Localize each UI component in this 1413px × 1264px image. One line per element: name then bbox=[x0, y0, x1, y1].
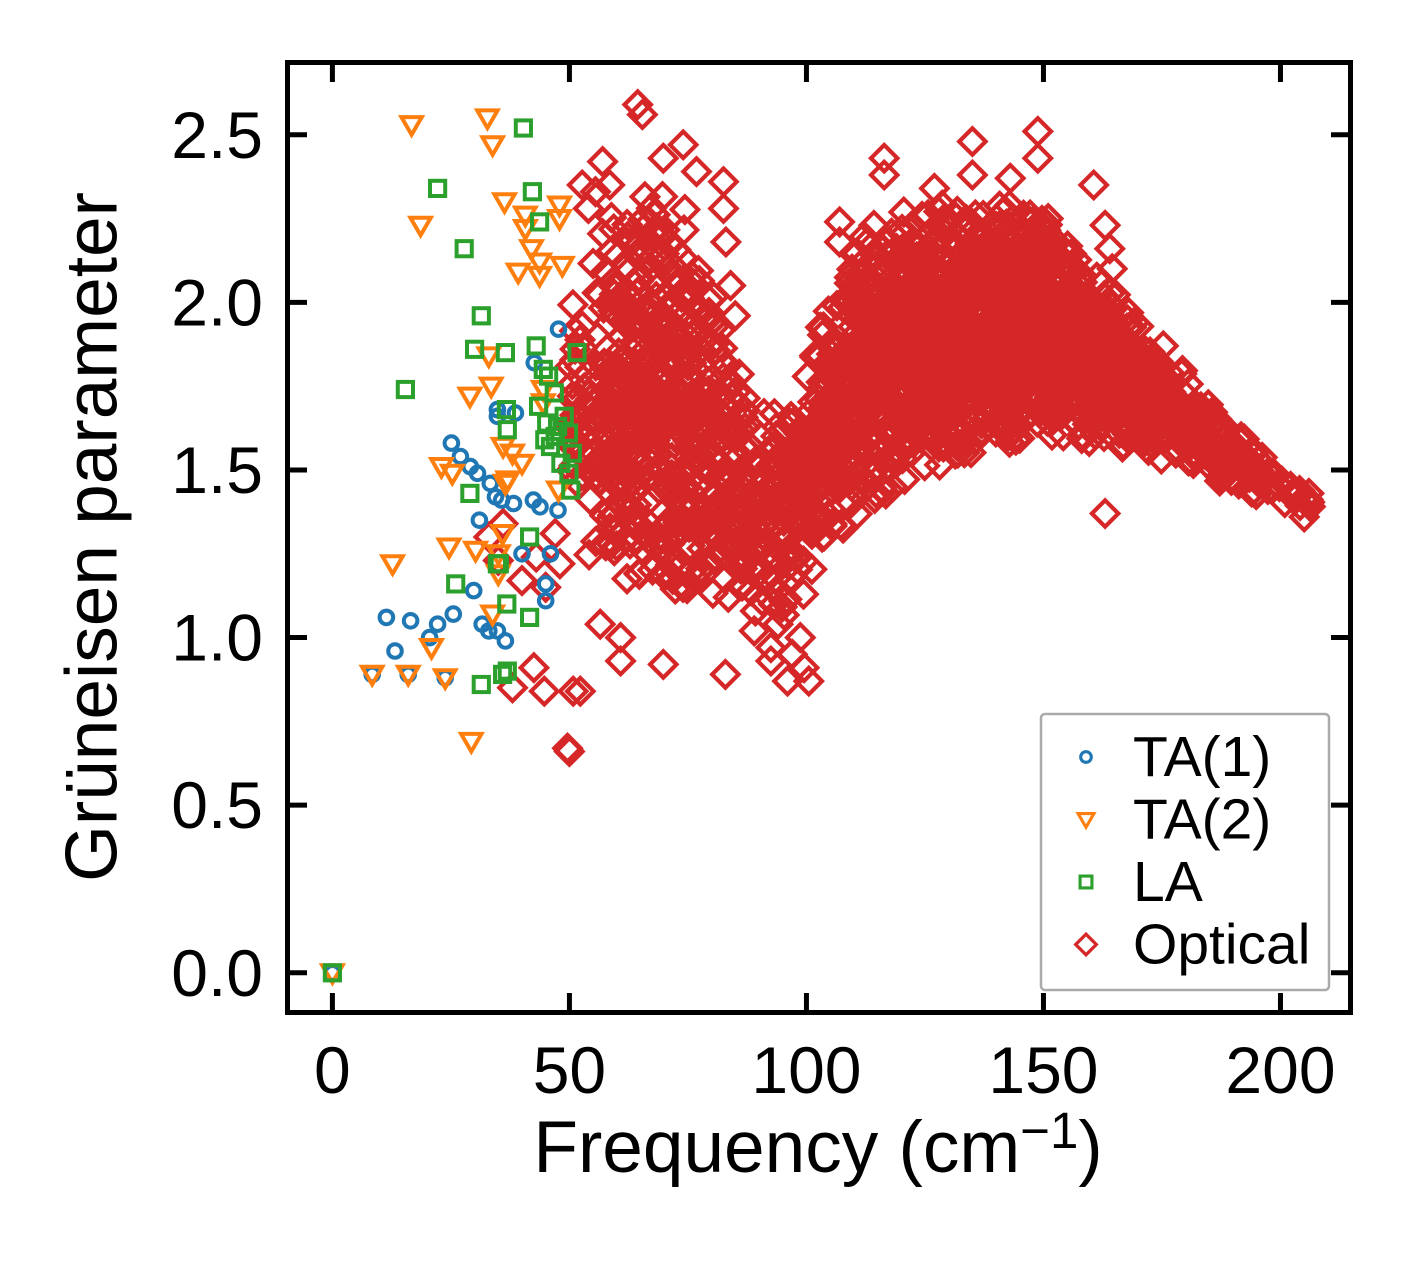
series-ta-1 bbox=[323, 320, 568, 982]
y-tick-label: 2.0 bbox=[171, 265, 263, 339]
legend-item-ta1: TA(1) bbox=[1079, 725, 1271, 789]
x-tick-label: 200 bbox=[1225, 1033, 1335, 1107]
x-tick-label: 50 bbox=[533, 1033, 606, 1107]
y-tick-label: 1.0 bbox=[171, 601, 263, 675]
legend-item-ta2: TA(2) bbox=[1076, 788, 1271, 852]
x-tick-label: 150 bbox=[988, 1033, 1098, 1107]
plot-border bbox=[285, 60, 1353, 1015]
y-tick-label: 0.0 bbox=[171, 936, 263, 1010]
y-tick-label: 1.5 bbox=[171, 433, 263, 507]
x-axis-label: Frequency (cm−1) bbox=[533, 1102, 1102, 1188]
legend-label: TA(2) bbox=[1133, 788, 1271, 852]
series-optical bbox=[476, 91, 1324, 764]
y-tick-label: 2.5 bbox=[171, 98, 263, 172]
y-tick-label: 0.5 bbox=[171, 768, 263, 842]
legend-item-la: LA bbox=[1078, 850, 1203, 914]
ticks bbox=[285, 60, 1353, 1015]
legend-item-optical: Optical bbox=[1074, 913, 1310, 977]
legend-label: LA bbox=[1133, 850, 1203, 914]
x-tick-label: 0 bbox=[314, 1033, 351, 1107]
y-axis-label: Grüneisen parameter bbox=[52, 192, 133, 882]
legend-box bbox=[1039, 712, 1331, 992]
legend-label: TA(1) bbox=[1133, 725, 1271, 789]
legend-label: Optical bbox=[1133, 913, 1310, 977]
x-tick-label: 100 bbox=[751, 1033, 861, 1107]
